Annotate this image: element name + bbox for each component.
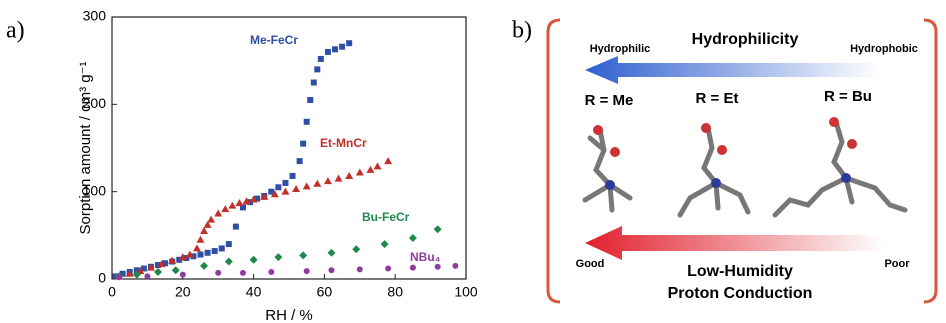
label: Poor [884, 258, 910, 270]
y-axis-label: Sorption amount / cm³ g⁻¹ [77, 62, 94, 235]
molecule [585, 122, 905, 215]
point [200, 227, 208, 234]
panel-label: b) [512, 18, 532, 44]
point [228, 202, 236, 209]
point [205, 250, 211, 256]
point [292, 185, 300, 192]
diagram: Hydrophilicity Hydrophilic Hydrophobic R… [548, 20, 936, 302]
point [435, 264, 441, 270]
figure: a) b) 0204060801000100200300RH / %Sorpti… [0, 0, 946, 323]
label: Low-Humidity [687, 263, 793, 280]
point [198, 252, 204, 258]
point [172, 266, 180, 274]
point [281, 188, 289, 195]
point [304, 119, 310, 125]
label: Good [576, 258, 605, 270]
molecule-label: R = Bu [824, 88, 872, 105]
point [314, 66, 320, 72]
point [250, 256, 258, 264]
point [339, 44, 345, 50]
point [345, 172, 353, 179]
point [154, 268, 162, 276]
label: Hydrophilic [590, 43, 651, 55]
arrow [585, 56, 880, 84]
point [274, 253, 282, 261]
x-tick-label: 20 [175, 284, 191, 300]
x-tick-label: 60 [317, 284, 333, 300]
point [304, 268, 310, 274]
point [452, 263, 458, 269]
point [219, 245, 225, 251]
point [366, 166, 374, 173]
point [327, 249, 335, 257]
x-tick-label: 0 [108, 284, 116, 300]
label: Hydrophobic [850, 43, 918, 55]
series-label: Et-MnCr [320, 136, 367, 150]
point [303, 182, 311, 189]
bracket [924, 20, 936, 302]
bracket [548, 20, 560, 302]
point [346, 40, 352, 46]
point [193, 244, 201, 251]
point [299, 251, 307, 259]
point [221, 205, 229, 212]
point [356, 168, 364, 175]
y-tick-label: 0 [98, 270, 106, 286]
point [282, 180, 288, 186]
point [268, 269, 274, 275]
series-label: Me-FeCr [250, 33, 298, 47]
molecule-label: R = Me [585, 92, 634, 109]
point [318, 56, 324, 62]
point [212, 248, 218, 254]
point [409, 234, 417, 242]
point [384, 157, 392, 164]
point [374, 162, 382, 169]
x-tick-label: 40 [246, 284, 262, 300]
point [332, 46, 338, 52]
point [200, 262, 208, 270]
point [240, 270, 246, 276]
point [311, 80, 317, 86]
point [215, 270, 221, 276]
panel-label: a) [6, 18, 25, 44]
point [307, 97, 313, 103]
y-tick-label: 300 [83, 8, 107, 24]
point [214, 210, 222, 217]
point [207, 216, 215, 223]
point [357, 266, 363, 272]
point [381, 240, 389, 248]
point [313, 180, 321, 187]
arrow [585, 226, 885, 260]
point [385, 266, 391, 272]
label: Proton Conduction [668, 285, 813, 302]
x-tick-label: 100 [454, 284, 478, 300]
point [434, 225, 442, 233]
x-tick-label: 80 [387, 284, 403, 300]
point [225, 258, 233, 266]
series-label: Bu-FeCr [362, 210, 410, 224]
point [335, 175, 343, 182]
point [226, 241, 232, 247]
point [233, 224, 239, 230]
point [297, 158, 303, 164]
molecule-label: R = Et [696, 90, 739, 107]
diagram-title: Hydrophilicity [692, 31, 799, 48]
point [235, 199, 243, 206]
series-label: NBu₄ [410, 250, 441, 264]
point [410, 265, 416, 271]
point [325, 49, 331, 55]
point [275, 184, 281, 190]
x-axis-label: RH / % [265, 307, 313, 323]
point [197, 236, 205, 243]
point [352, 245, 360, 253]
point [300, 141, 306, 147]
point [324, 177, 332, 184]
point [290, 173, 296, 179]
point [328, 267, 334, 273]
point [144, 273, 150, 279]
atoms [593, 117, 857, 190]
point [180, 272, 186, 278]
point [116, 274, 122, 280]
